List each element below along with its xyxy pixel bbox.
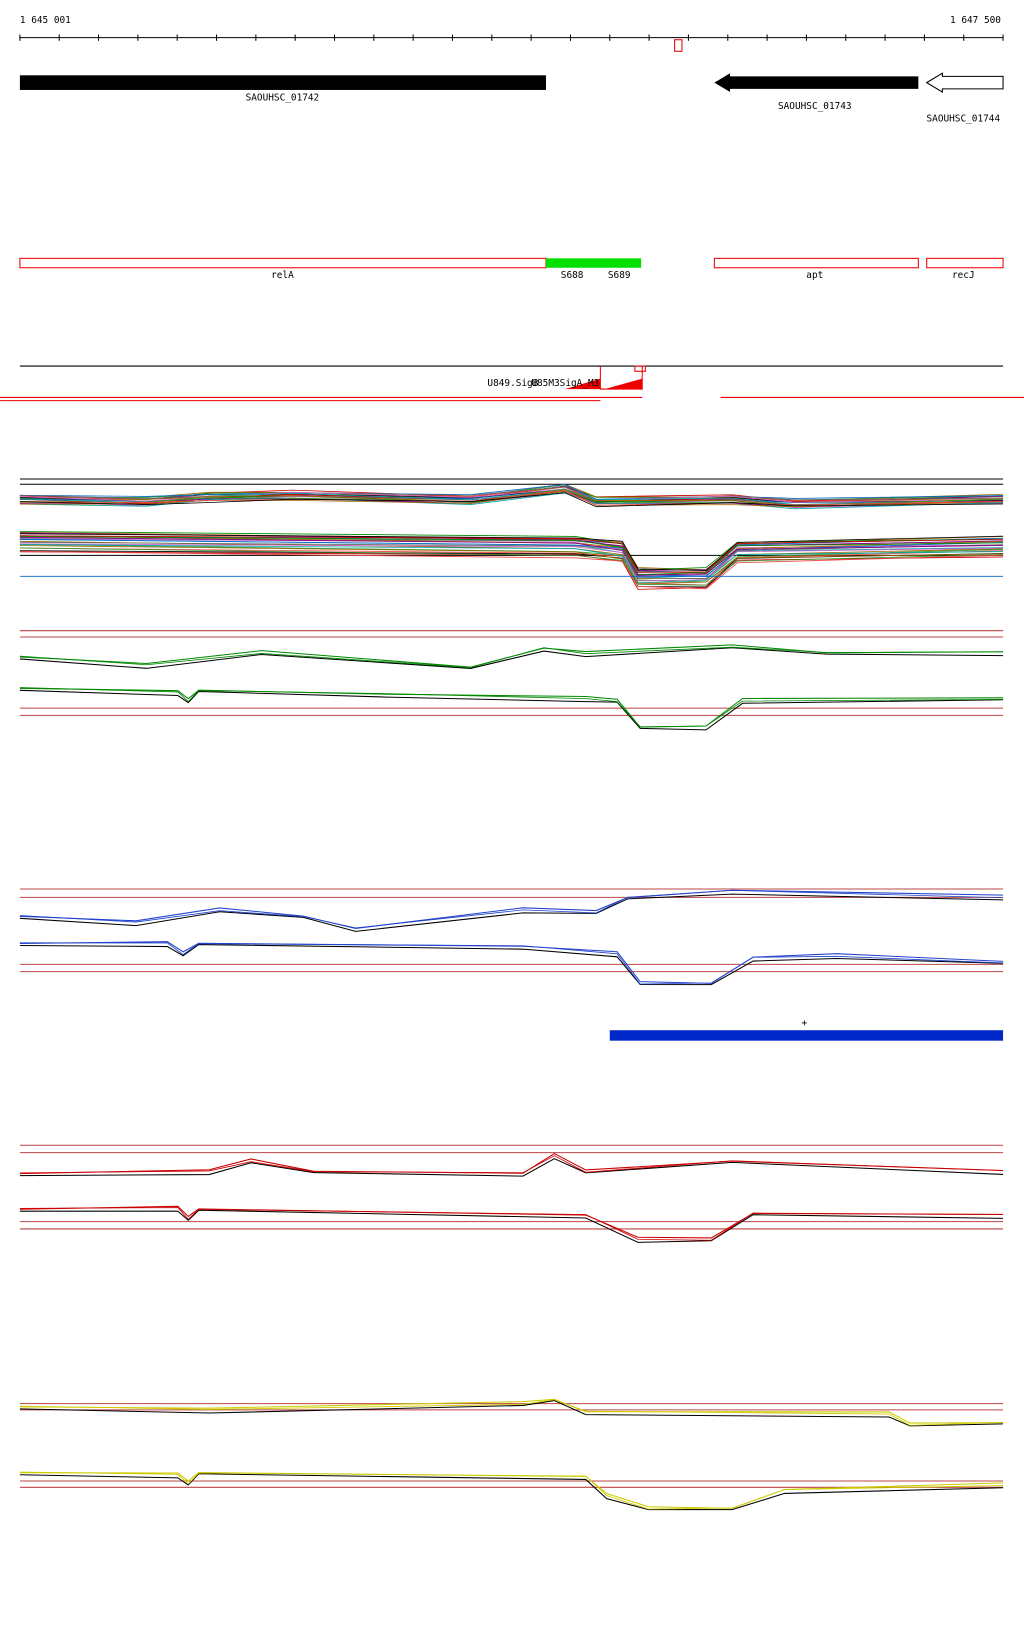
profile-line: [19, 1205, 1004, 1239]
profile-line: [19, 1209, 1004, 1243]
feature-label: apt: [806, 270, 823, 281]
profile-line: [19, 1471, 1004, 1510]
probe-peak: [564, 378, 601, 390]
profile-line: [19, 536, 1004, 576]
feature-label: relA: [271, 270, 294, 281]
profile-line: [19, 551, 1004, 590]
profile-line: [19, 1473, 1004, 1511]
feature-box[interactable]: [926, 257, 1004, 269]
profile-line: [19, 1152, 1004, 1175]
feature-box[interactable]: [19, 257, 547, 269]
profile-line: [19, 1158, 1004, 1177]
profile-line: [19, 536, 1004, 576]
feature-box[interactable]: [713, 257, 919, 269]
ruler-end: 1 647 500: [950, 15, 1001, 26]
gene-bar[interactable]: [19, 75, 546, 90]
probe-marker: [634, 365, 646, 372]
profile-line: [19, 551, 1004, 590]
gene-label: SAOUHSC_01744: [927, 113, 1001, 124]
profile-line: [19, 531, 1004, 571]
profile-line: [19, 893, 1004, 932]
profile-line: [19, 533, 1004, 571]
profile-line: [19, 486, 1004, 501]
profile-line: [19, 541, 1004, 580]
probe-peak: [604, 378, 643, 390]
ruler-start: 1 645 001: [20, 15, 71, 26]
profile-line: [19, 547, 1004, 586]
strand-label: +: [801, 1018, 807, 1029]
gene-arrow[interactable]: [714, 73, 919, 93]
feature-box[interactable]: [545, 258, 642, 268]
profile-line: [19, 492, 1004, 508]
profile-line: [19, 538, 1004, 578]
profile-line: [19, 535, 1004, 573]
profile-line: [19, 1398, 1004, 1424]
feature-label: S688: [561, 270, 584, 281]
gene-label: SAOUHSC_01742: [246, 92, 320, 103]
profile-line: [19, 543, 1004, 582]
gene-arrow[interactable]: [925, 72, 1004, 93]
profile-line: [19, 545, 1004, 584]
strand-bar[interactable]: [609, 1030, 1004, 1041]
feature-label: S689: [608, 270, 631, 281]
position-marker: [674, 39, 683, 52]
profile-line: [19, 889, 1004, 929]
profile-line: [19, 687, 1004, 728]
feature-label: recJ: [952, 270, 975, 281]
ruler-ticks: [19, 34, 1004, 41]
profile-line: [19, 687, 1004, 728]
profile-line: [19, 944, 1004, 986]
profile-line: [19, 483, 1004, 500]
profile-line: [19, 1155, 1004, 1174]
profile-line: [19, 644, 1004, 668]
profile-line: [19, 889, 1004, 929]
profile-line: [19, 1207, 1004, 1241]
profile-line: [19, 1400, 1004, 1427]
profile-line: [19, 942, 1004, 985]
profile-line: [19, 941, 1004, 984]
profile-line: [19, 646, 1004, 668]
gene-label: SAOUHSC_01743: [778, 101, 852, 112]
probe-label: U85M3SigA_M3: [531, 378, 599, 389]
expression-tracks: [19, 483, 1004, 1511]
profile-line: [19, 647, 1004, 669]
profile-line: [19, 1399, 1004, 1426]
profile-line: [19, 488, 1004, 503]
probe-label: U849.SigB: [487, 378, 538, 389]
profile-line: [19, 689, 1004, 731]
